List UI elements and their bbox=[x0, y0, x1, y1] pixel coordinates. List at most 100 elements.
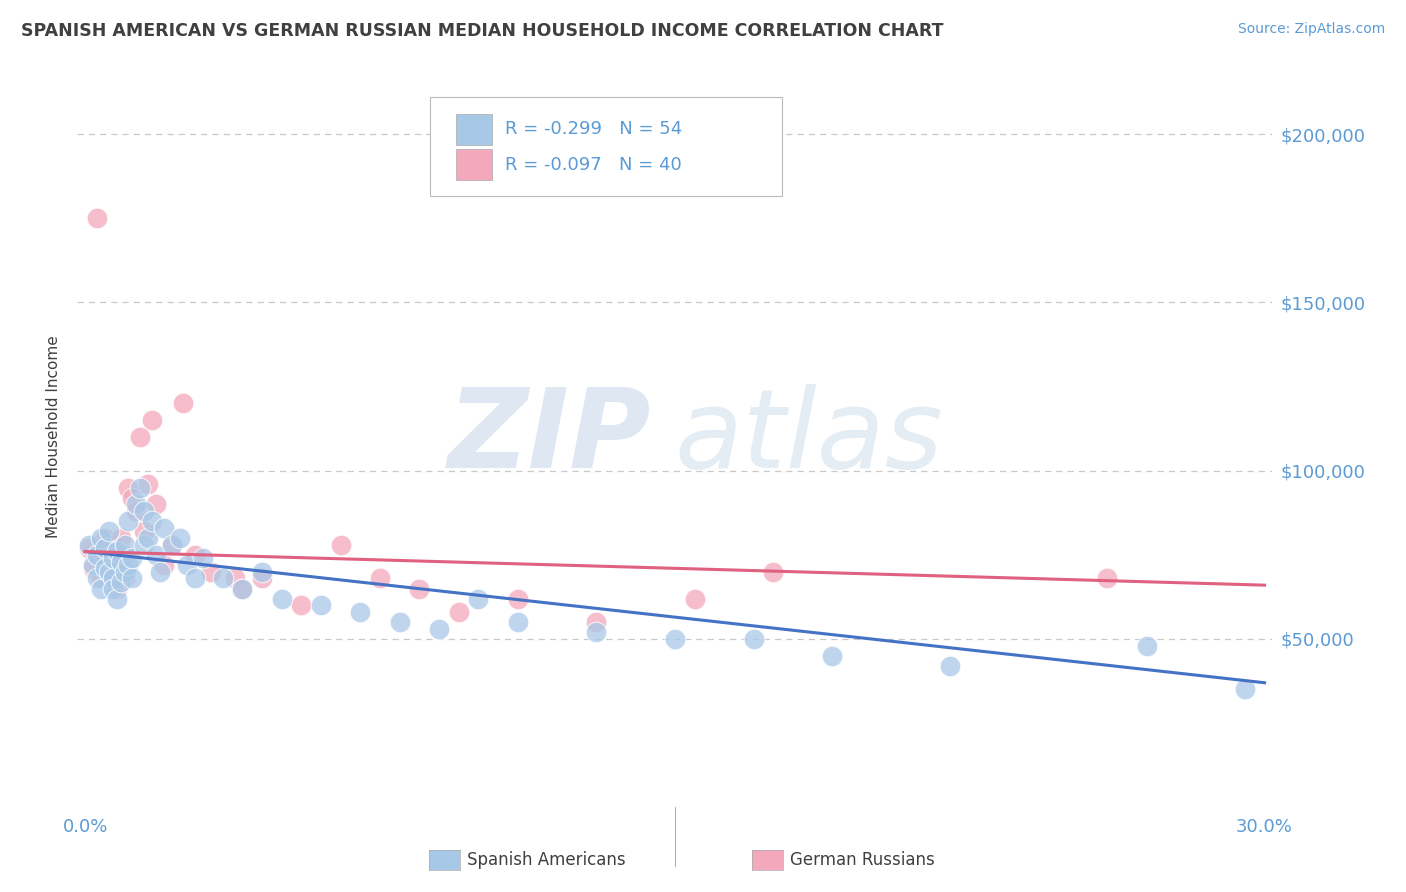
Point bbox=[101, 551, 124, 566]
Point bbox=[141, 413, 163, 427]
Point bbox=[290, 599, 312, 613]
Point bbox=[129, 430, 152, 444]
Text: ZIP: ZIP bbox=[447, 384, 651, 491]
Point bbox=[200, 565, 222, 579]
Point bbox=[101, 571, 124, 585]
Point bbox=[101, 565, 124, 579]
FancyBboxPatch shape bbox=[430, 96, 783, 196]
Y-axis label: Median Household Income: Median Household Income bbox=[46, 335, 62, 539]
Point bbox=[129, 481, 152, 495]
Point bbox=[447, 605, 470, 619]
Point bbox=[1136, 639, 1159, 653]
Point bbox=[231, 582, 253, 596]
Point bbox=[141, 514, 163, 528]
Point bbox=[136, 477, 159, 491]
Point bbox=[191, 551, 214, 566]
Point bbox=[172, 396, 194, 410]
Point bbox=[211, 571, 233, 585]
Point bbox=[231, 582, 253, 596]
Text: Spanish Americans: Spanish Americans bbox=[467, 851, 626, 869]
Point bbox=[250, 565, 273, 579]
Point bbox=[77, 538, 100, 552]
Point bbox=[97, 524, 120, 539]
Point bbox=[86, 548, 108, 562]
Point bbox=[94, 541, 117, 555]
Point bbox=[101, 538, 124, 552]
Point bbox=[101, 582, 124, 596]
Point bbox=[97, 565, 120, 579]
Point bbox=[184, 548, 207, 562]
Text: atlas: atlas bbox=[675, 384, 943, 491]
Point bbox=[136, 531, 159, 545]
Point bbox=[82, 558, 104, 572]
Point bbox=[90, 582, 112, 596]
Point bbox=[408, 582, 430, 596]
Point bbox=[762, 565, 785, 579]
Point bbox=[86, 571, 108, 585]
Point bbox=[309, 599, 332, 613]
Point bbox=[90, 571, 112, 585]
Point bbox=[250, 571, 273, 585]
Point bbox=[121, 491, 143, 505]
Point bbox=[1233, 682, 1256, 697]
Text: SPANISH AMERICAN VS GERMAN RUSSIAN MEDIAN HOUSEHOLD INCOME CORRELATION CHART: SPANISH AMERICAN VS GERMAN RUSSIAN MEDIA… bbox=[21, 22, 943, 40]
Point bbox=[86, 211, 108, 226]
Point bbox=[388, 615, 411, 630]
Point bbox=[134, 504, 156, 518]
Text: German Russians: German Russians bbox=[790, 851, 935, 869]
Point bbox=[149, 565, 172, 579]
Point bbox=[117, 558, 139, 572]
Point bbox=[427, 622, 450, 636]
Text: Source: ZipAtlas.com: Source: ZipAtlas.com bbox=[1237, 22, 1385, 37]
Text: R = -0.097   N = 40: R = -0.097 N = 40 bbox=[505, 155, 682, 174]
Point bbox=[114, 571, 136, 585]
Point bbox=[94, 555, 117, 569]
Text: R = -0.299   N = 54: R = -0.299 N = 54 bbox=[505, 120, 682, 138]
FancyBboxPatch shape bbox=[456, 149, 492, 180]
Point bbox=[160, 538, 183, 552]
Point bbox=[169, 531, 191, 545]
Point bbox=[506, 591, 529, 606]
Point bbox=[82, 561, 104, 575]
Point bbox=[125, 497, 148, 511]
Point bbox=[110, 531, 132, 545]
Point bbox=[105, 558, 128, 572]
Point bbox=[90, 531, 112, 545]
Point bbox=[160, 538, 183, 552]
Point bbox=[153, 521, 176, 535]
Point bbox=[134, 538, 156, 552]
Point bbox=[585, 615, 607, 630]
Point bbox=[125, 504, 148, 518]
Point bbox=[117, 481, 139, 495]
Point bbox=[110, 574, 132, 589]
Point bbox=[114, 538, 136, 552]
Point bbox=[94, 561, 117, 575]
Point bbox=[145, 497, 167, 511]
Point bbox=[145, 548, 167, 562]
Point bbox=[176, 558, 198, 572]
Point bbox=[467, 591, 489, 606]
Point bbox=[329, 538, 352, 552]
Point bbox=[134, 524, 156, 539]
Point bbox=[683, 591, 706, 606]
Point bbox=[939, 659, 962, 673]
Point bbox=[270, 591, 292, 606]
Point bbox=[349, 605, 371, 619]
Point bbox=[117, 514, 139, 528]
Point bbox=[97, 548, 120, 562]
Point bbox=[94, 531, 117, 545]
Point bbox=[742, 632, 765, 646]
Point bbox=[224, 571, 246, 585]
Point bbox=[664, 632, 686, 646]
Point bbox=[184, 571, 207, 585]
Point bbox=[110, 555, 132, 569]
Point bbox=[506, 615, 529, 630]
Point bbox=[105, 582, 128, 596]
Point bbox=[114, 565, 136, 579]
Point bbox=[821, 648, 844, 663]
Point bbox=[114, 548, 136, 562]
Point bbox=[1097, 571, 1119, 585]
Point bbox=[77, 541, 100, 555]
Point bbox=[585, 625, 607, 640]
Point bbox=[153, 558, 176, 572]
